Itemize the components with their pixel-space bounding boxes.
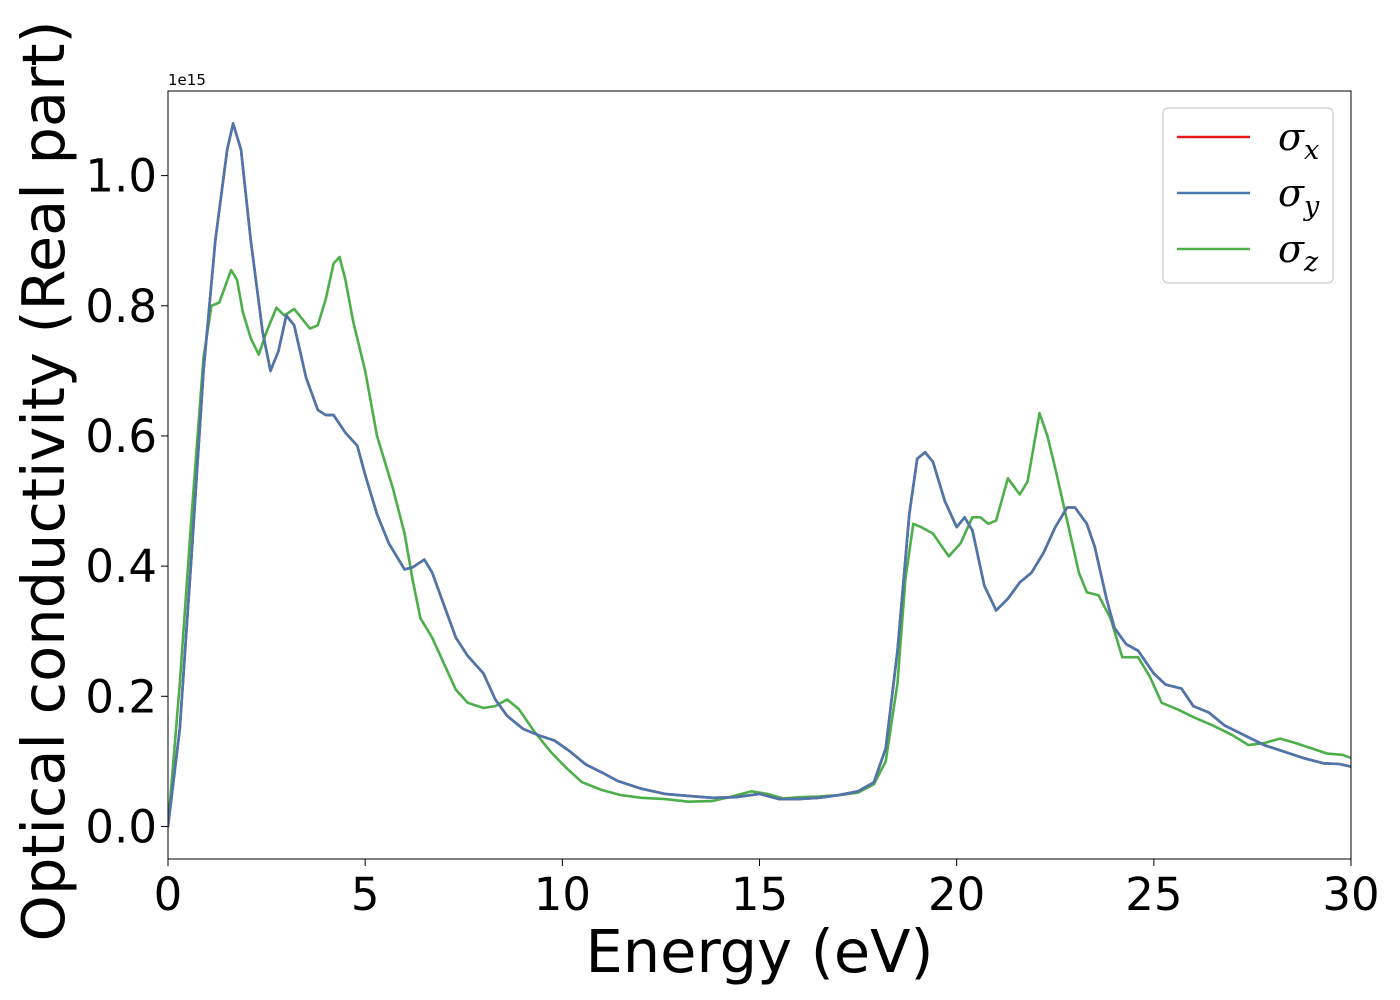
y-tick-label: 0.8 xyxy=(85,280,157,333)
x-tick-label: 0 xyxy=(154,868,183,921)
y-tick-label: 0.6 xyxy=(85,410,157,463)
x-axis: 0 5 10 15 20 25 30 xyxy=(154,859,1380,921)
x-tick-label: 10 xyxy=(534,868,591,921)
legend-box xyxy=(1162,107,1334,284)
y-axis: 0.0 0.2 0.4 0.6 0.8 1.0 xyxy=(85,150,168,853)
y-tick-label: 0.0 xyxy=(85,800,157,853)
series-line-y xyxy=(168,122,1351,828)
y-axis-title: Optical conductivity (Real part) xyxy=(9,21,78,942)
x-tick-label: 15 xyxy=(731,868,788,921)
y-tick-label: 1.0 xyxy=(85,150,157,203)
legend-label-z: σz xyxy=(1278,227,1319,278)
x-axis-title: Energy (eV) xyxy=(585,917,933,986)
y-tick-label: 0.4 xyxy=(85,540,157,593)
legend-label-x: σx xyxy=(1278,115,1319,166)
series-lines xyxy=(168,122,1351,828)
x-tick-label: 30 xyxy=(1322,868,1379,921)
y-tick-label: 0.2 xyxy=(85,670,157,723)
x-tick-label: 25 xyxy=(1125,868,1182,921)
x-tick-label: 20 xyxy=(928,868,985,921)
legend-label-y: σy xyxy=(1278,171,1320,222)
x-tick-label: 5 xyxy=(351,868,380,921)
y-offset-text: 1e15 xyxy=(168,71,206,89)
